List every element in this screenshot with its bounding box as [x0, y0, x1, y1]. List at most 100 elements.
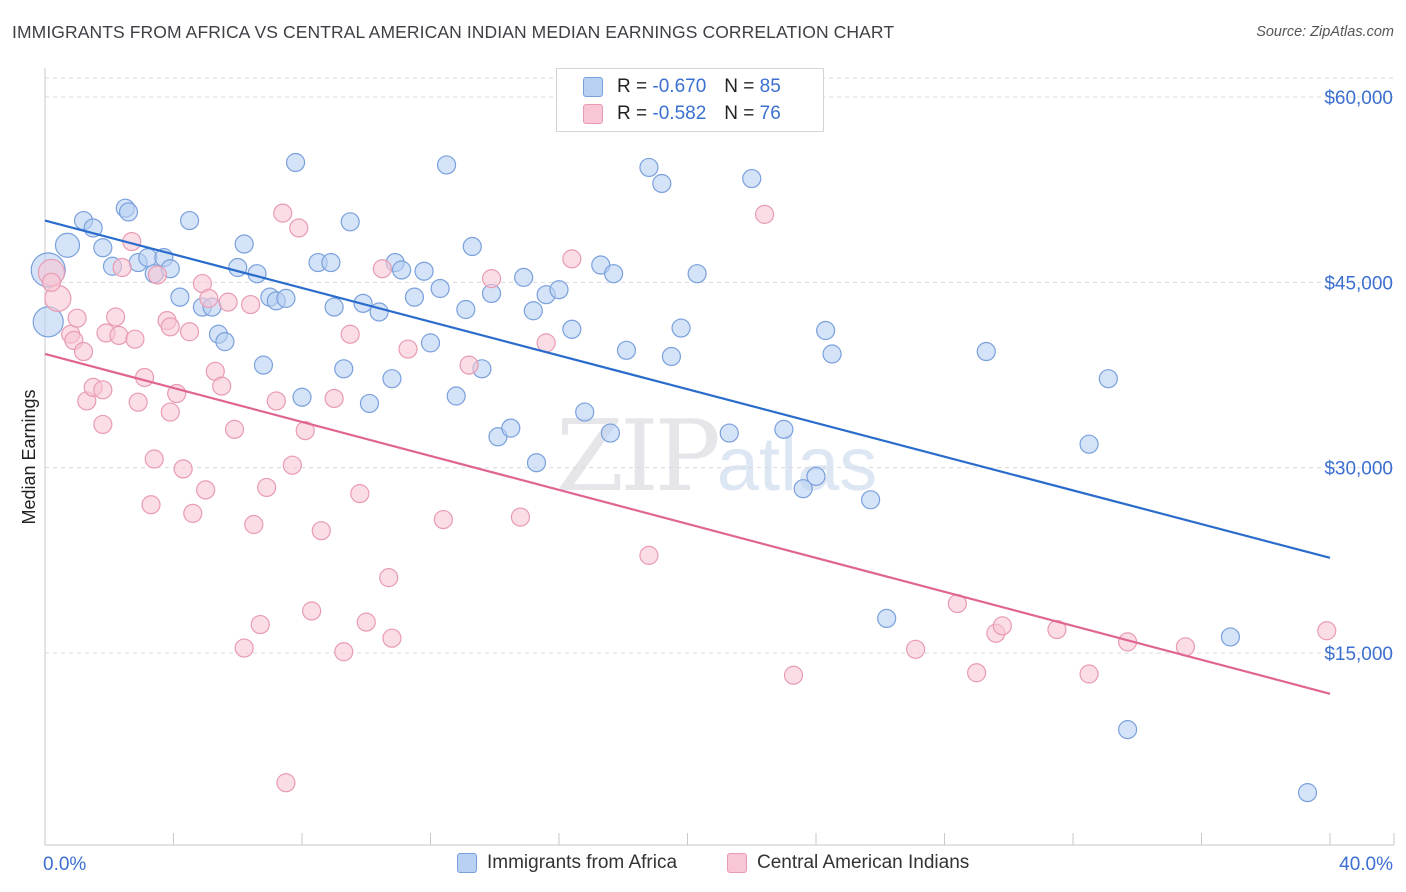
africa-point	[514, 267, 534, 287]
central-american-point	[302, 601, 322, 621]
y-tick-label: $15,000	[1324, 644, 1393, 665]
central-american-point	[289, 218, 309, 238]
series-swatch-pink	[727, 853, 747, 873]
africa-point	[340, 212, 360, 232]
central-american-point	[93, 380, 113, 400]
africa-point	[324, 297, 344, 317]
legend-n-label: N =	[724, 76, 755, 97]
correlation-legend: R = -0.670 N = 85 R = -0.582 N = 76	[556, 68, 824, 132]
africa-point	[816, 320, 836, 341]
legend-n-value: 85	[759, 76, 781, 97]
central-american-point	[1079, 664, 1099, 684]
central-american-point	[639, 545, 659, 565]
africa-point	[276, 288, 296, 308]
series-swatch-blue	[457, 853, 477, 873]
central-american-point	[196, 480, 216, 500]
legend-row-central-american: R = -0.582 N = 76	[583, 101, 781, 127]
africa-point	[253, 355, 274, 375]
central-american-point	[234, 638, 254, 658]
central-american-point	[276, 773, 296, 793]
central-american-point	[1317, 621, 1337, 641]
central-american-point	[382, 628, 402, 648]
africa-point	[382, 369, 402, 389]
legend-r-label: R =	[617, 103, 648, 124]
y-tick-label: $45,000	[1324, 273, 1393, 294]
central-american-point	[295, 421, 315, 441]
central-american-point	[173, 459, 193, 479]
central-american-point	[334, 642, 354, 662]
africa-point	[976, 341, 996, 362]
africa-point	[600, 423, 621, 443]
africa-point	[1118, 720, 1138, 740]
africa-point	[292, 387, 312, 407]
africa-point	[420, 333, 441, 353]
africa-point	[234, 234, 254, 254]
central-american-point	[241, 294, 261, 315]
central-american-point	[350, 484, 370, 504]
africa-point	[604, 264, 624, 284]
africa-point	[334, 359, 354, 379]
africa-point	[446, 386, 466, 406]
central-american-point	[112, 257, 132, 278]
africa-point	[562, 319, 582, 339]
series-legend-central-american: Central American Indians	[727, 852, 969, 874]
central-american-point	[324, 388, 344, 409]
africa-point	[549, 280, 569, 300]
central-american-point	[398, 339, 418, 359]
central-american-point	[244, 514, 264, 535]
series-legend-africa: Immigrants from Africa	[457, 852, 677, 874]
africa-point	[616, 340, 637, 360]
central-american-point	[179, 322, 200, 342]
africa-point	[652, 173, 672, 194]
africa-point	[526, 453, 547, 473]
central-american-point	[106, 307, 126, 327]
africa-point	[687, 264, 707, 284]
africa-point	[774, 419, 794, 439]
africa-point	[719, 423, 739, 443]
central-american-point	[266, 391, 286, 411]
africa-point	[661, 346, 682, 367]
africa-point	[93, 238, 113, 258]
central-american-point	[379, 568, 399, 588]
africa-point	[138, 248, 158, 268]
africa-point	[359, 393, 380, 414]
africa-point	[1297, 783, 1318, 803]
central-american-point	[905, 639, 926, 659]
central-american-point	[273, 203, 293, 223]
africa-point	[321, 252, 341, 273]
africa-point	[806, 466, 826, 486]
chart-title: IMMIGRANTS FROM AFRICA VS CENTRAL AMERIC…	[12, 22, 895, 42]
africa-point	[54, 232, 81, 258]
central-american-point	[160, 317, 180, 337]
africa-point	[822, 344, 842, 364]
x-tick-label: 0.0%	[43, 854, 86, 875]
central-american-point	[109, 325, 129, 346]
central-american-point	[183, 503, 203, 523]
central-american-point	[250, 614, 270, 635]
central-american-point	[311, 521, 331, 541]
africa-point	[742, 168, 762, 189]
central-american-point	[125, 329, 145, 349]
central-american-point	[562, 249, 582, 269]
legend-r-label: R =	[617, 76, 648, 97]
africa-point	[462, 236, 482, 257]
central-american-point	[992, 616, 1012, 636]
africa-point	[1079, 434, 1099, 454]
central-american-point	[754, 204, 775, 224]
africa-point	[215, 332, 235, 352]
africa-point	[170, 287, 190, 307]
central-american-point	[218, 292, 238, 312]
central-american-point	[433, 509, 453, 530]
legend-swatch-pink	[583, 104, 603, 124]
legend-r-value: -0.670	[652, 76, 707, 97]
central-american-point	[141, 495, 161, 515]
africa-point	[404, 287, 425, 307]
central-american-point	[481, 269, 502, 289]
central-american-point	[967, 663, 987, 683]
central-american-point	[128, 392, 148, 412]
y-tick-label: $60,000	[1324, 88, 1393, 109]
africa-point	[877, 608, 897, 629]
series-label-central-american: Central American Indians	[757, 852, 970, 873]
africa-point	[414, 261, 434, 281]
